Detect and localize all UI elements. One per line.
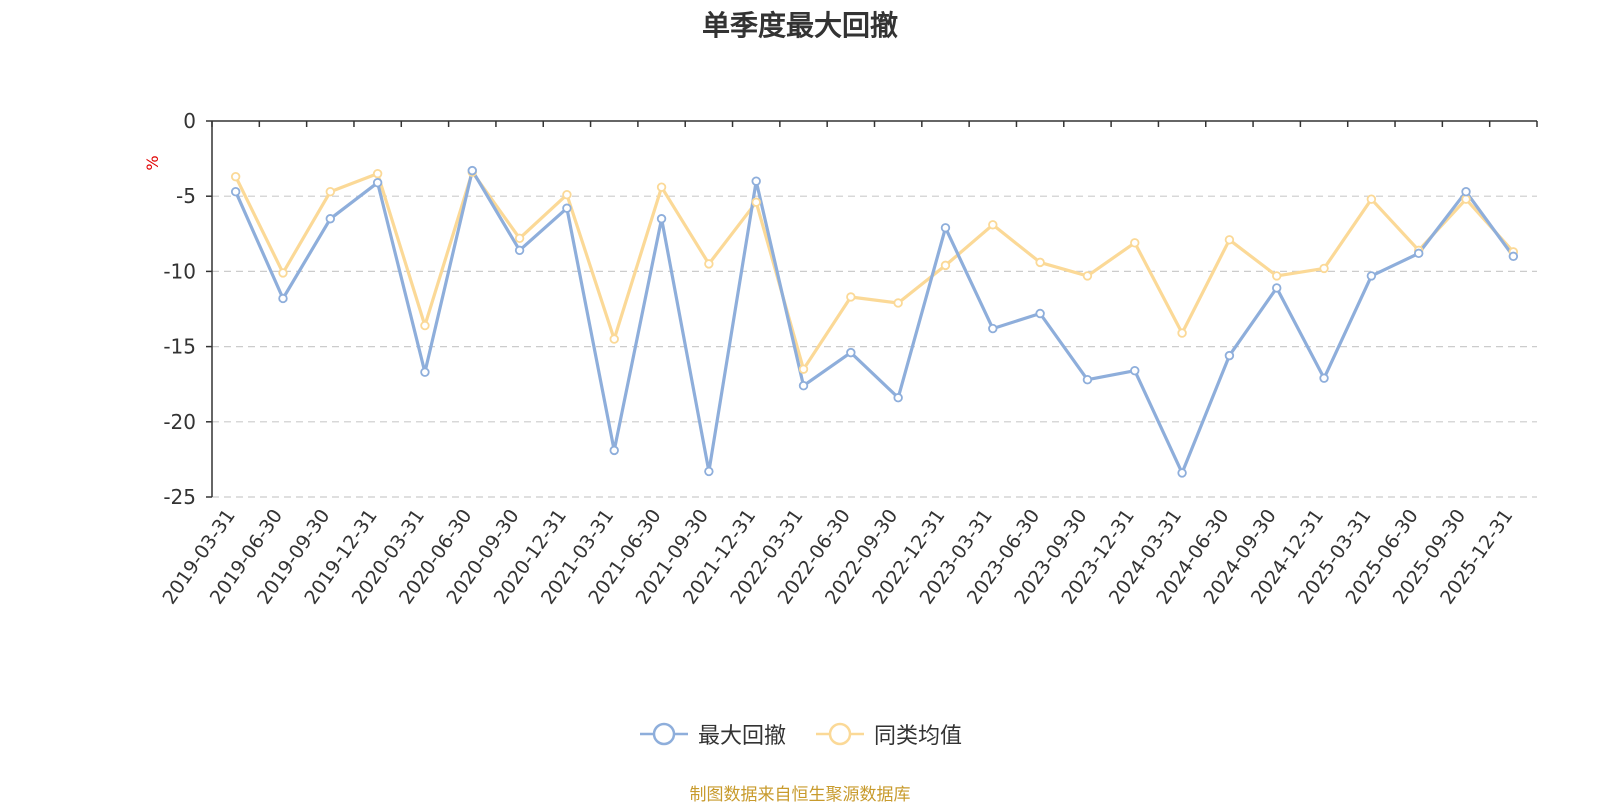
legend-marker <box>828 722 852 746</box>
data-point-series-1 <box>988 220 998 230</box>
y-tick-label: -10 <box>163 259 196 283</box>
data-point-series-1 <box>1272 271 1282 281</box>
data-point-series-0 <box>751 176 761 186</box>
data-point-series-0 <box>988 323 998 334</box>
data-point-series-0 <box>1082 374 1093 385</box>
y-tick-label: -25 <box>163 485 196 509</box>
data-point-series-1 <box>562 189 572 200</box>
data-point-series-0 <box>1508 251 1519 262</box>
legend-item-1[interactable]: 同类均值 <box>814 718 962 750</box>
data-point-series-0 <box>1224 350 1235 361</box>
data-point-series-1 <box>1177 328 1187 338</box>
data-point-series-1 <box>420 320 430 331</box>
legend-marker <box>652 722 676 746</box>
data-point-series-1 <box>751 197 761 207</box>
data-point-series-1 <box>230 171 241 182</box>
data-point-series-1 <box>1224 235 1235 245</box>
data-point-series-0 <box>1272 283 1282 293</box>
series-line-0 <box>234 169 1515 475</box>
y-tick-label: -5 <box>176 184 196 208</box>
data-point-series-1 <box>278 268 288 278</box>
data-point-series-1 <box>1082 271 1093 281</box>
data-point-series-0 <box>420 367 430 377</box>
legend-label: 最大回撤 <box>697 724 786 749</box>
series-lines <box>234 169 1515 475</box>
data-point-series-1 <box>704 259 714 269</box>
data-point-series-1 <box>940 260 951 271</box>
y-tick-label: -20 <box>163 410 196 434</box>
data-point-series-1 <box>609 334 619 344</box>
series-line-1 <box>234 170 1515 371</box>
data-point-series-1 <box>1319 263 1329 274</box>
legend-item-0[interactable]: 最大回撤 <box>638 718 786 750</box>
data-point-series-1 <box>325 186 336 197</box>
data-point-series-0 <box>893 393 903 403</box>
data-point-series-0 <box>1130 365 1140 376</box>
data-point-series-0 <box>940 223 951 233</box>
legend: 最大回撤 同类均值 <box>0 718 1600 750</box>
grid-lines <box>212 195 1537 498</box>
data-point-series-1 <box>846 292 856 302</box>
data-point-series-0 <box>230 186 241 197</box>
data-point-series-0 <box>278 293 288 304</box>
data-point-series-1 <box>1035 257 1045 268</box>
data-point-series-0 <box>1413 248 1424 259</box>
data-point-series-0 <box>514 245 525 256</box>
data-point-series-1 <box>372 168 383 179</box>
legend-label: 同类均值 <box>874 724 963 749</box>
data-point-series-0 <box>609 445 619 456</box>
y-axis-unit-label: % <box>143 155 162 170</box>
data-point-series-0 <box>562 203 572 213</box>
data-point-series-0 <box>656 214 667 224</box>
data-point-series-1 <box>1461 194 1471 204</box>
data-point-series-0 <box>704 466 714 477</box>
source-note: 制图数据来自恒生聚源数据库 <box>689 785 911 805</box>
data-point-series-1 <box>1366 194 1377 204</box>
data-points <box>230 165 1519 478</box>
legend-symbol-icon <box>639 722 688 746</box>
chart-title: 单季度最大回撤 <box>701 9 898 42</box>
data-point-series-0 <box>846 347 856 358</box>
data-point-series-0 <box>1177 468 1187 478</box>
data-point-series-1 <box>656 182 667 192</box>
data-point-series-0 <box>1035 308 1045 319</box>
y-tick-label: -15 <box>163 335 196 359</box>
data-point-series-0 <box>1366 271 1377 281</box>
data-point-series-0 <box>1461 186 1471 197</box>
data-point-series-1 <box>1130 238 1140 248</box>
data-point-series-0 <box>372 177 383 188</box>
axes: 0-5-10-15-20-252019-03-312019-06-302019-… <box>158 109 1538 608</box>
data-point-series-0 <box>467 165 477 176</box>
data-point-series-1 <box>893 298 903 308</box>
data-point-series-0 <box>1319 373 1329 383</box>
y-tick-label: 0 <box>183 109 196 133</box>
data-point-series-1 <box>798 364 809 374</box>
data-point-series-0 <box>798 381 809 391</box>
legend-symbol-icon <box>816 722 864 746</box>
data-point-series-1 <box>514 233 525 244</box>
data-point-series-0 <box>325 214 336 224</box>
